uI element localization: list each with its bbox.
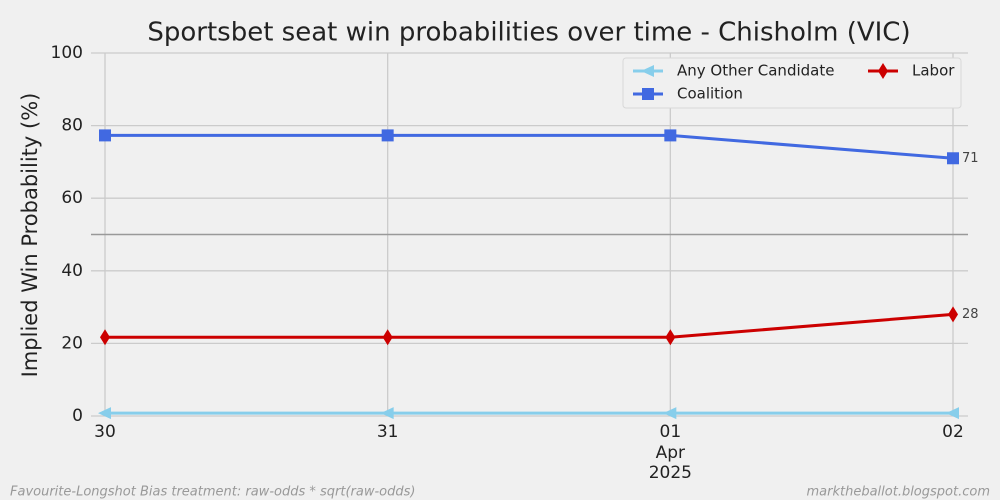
- x-month-label: Apr: [656, 443, 685, 463]
- marker: [948, 306, 958, 323]
- marker: [946, 407, 959, 420]
- x-tick-label: 31: [377, 422, 399, 442]
- y-tick-label: 80: [61, 116, 83, 136]
- marker: [664, 129, 677, 142]
- series-line: [105, 312, 954, 339]
- marker: [665, 329, 676, 346]
- data-label: 71: [962, 151, 979, 166]
- x-year-label: 2025: [649, 463, 692, 483]
- y-tick-label: 20: [61, 333, 83, 353]
- y-tick-label: 100: [51, 43, 83, 63]
- x-tick-label: 30: [94, 422, 116, 442]
- legend-label: Coalition: [677, 85, 743, 103]
- x-tick-label: 01: [660, 422, 682, 442]
- marker: [98, 407, 111, 420]
- marker: [100, 329, 110, 346]
- marker: [663, 407, 677, 420]
- marker: [642, 88, 654, 100]
- marker: [947, 152, 959, 165]
- marker: [381, 129, 394, 142]
- marker: [382, 329, 393, 346]
- marker: [641, 65, 654, 77]
- legend-label: Labor: [912, 62, 955, 80]
- footer-right: marktheballot.blogspot.com: [806, 485, 990, 500]
- marker: [380, 407, 394, 420]
- marker: [878, 63, 888, 79]
- y-tick-label: 0: [72, 406, 83, 426]
- y-tick-label: 40: [61, 261, 83, 281]
- footer-left: Favourite-Longshot Bias treatment: raw-o…: [10, 485, 415, 500]
- legend-label: Any Other Candidate: [677, 62, 834, 80]
- legend: Any Other Candidate Coalition Labor: [622, 57, 962, 109]
- y-axis-label: Implied Win Probability (%): [18, 93, 42, 378]
- chart-title: Sportsbet seat win probabilities over ti…: [147, 18, 910, 48]
- marker: [99, 129, 111, 142]
- x-tick-label: 02: [942, 422, 964, 442]
- data-label: 28: [962, 307, 979, 322]
- y-tick-label: 60: [61, 188, 83, 208]
- series-line: [105, 133, 954, 160]
